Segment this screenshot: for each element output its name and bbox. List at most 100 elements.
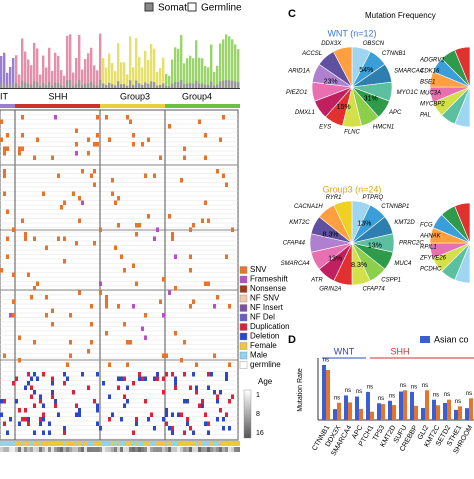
- age-cell: [138, 447, 141, 452]
- top-bar-germline: [15, 83, 18, 88]
- heatmap-cell: [222, 173, 225, 178]
- cnv-cell: [165, 408, 168, 413]
- sex-cell: [210, 441, 213, 446]
- sex-cell: [147, 441, 150, 446]
- top-bar: [78, 34, 81, 88]
- sig-label: ns: [389, 393, 395, 399]
- heatmap-cell: [126, 340, 129, 345]
- age-cell: [123, 447, 126, 452]
- age-cell: [51, 447, 54, 452]
- sex-cell: [120, 441, 123, 446]
- heatmap-cell: [42, 191, 45, 196]
- top-bar-germline: [90, 81, 93, 88]
- cnv-cell: [138, 372, 141, 377]
- cnv-cell: [231, 394, 234, 399]
- heatmap-cell: [105, 331, 108, 336]
- heatmap-cell: [18, 358, 21, 363]
- top-bar-germline: [180, 80, 183, 88]
- sex-cell: [228, 441, 231, 446]
- age-cell: [60, 447, 63, 452]
- cnv-cell: [162, 417, 165, 422]
- heatmap-cell: [195, 362, 198, 367]
- heatmap-cell: [147, 214, 150, 219]
- cnv-cell: [165, 412, 168, 417]
- age-cell: [108, 447, 111, 452]
- sex-cell: [117, 441, 120, 446]
- heatmap-cell: [93, 169, 96, 174]
- heatmap-cell: [198, 119, 201, 124]
- bar: [469, 398, 473, 420]
- age-cell: [93, 447, 96, 452]
- top-bar: [189, 55, 192, 88]
- cnv-cell: [42, 417, 45, 422]
- heatmap-cell: [3, 173, 6, 178]
- age-cell: [177, 447, 180, 452]
- sex-cell: [201, 441, 204, 446]
- heatmap-cell: [153, 173, 156, 178]
- legend-label: NF SNV: [250, 294, 280, 303]
- cnv-cell: [15, 399, 18, 404]
- top-bar: [51, 70, 54, 88]
- age-cell: [135, 447, 138, 452]
- heatmap-cell: [126, 362, 129, 367]
- somatic-swatch: [144, 2, 154, 12]
- top-bar: [171, 59, 174, 88]
- age-label: 1: [256, 392, 260, 399]
- bar: [333, 409, 337, 420]
- sig-label: ns: [334, 395, 340, 401]
- top-bar-germline: [93, 84, 96, 88]
- cnv-cell: [165, 372, 168, 377]
- top-bar-germline: [237, 82, 240, 88]
- age-cell: [114, 447, 117, 452]
- cnv-cell: [6, 430, 9, 435]
- pie-label: PTPRQ: [362, 195, 383, 201]
- pie-label: CTNNBP1: [381, 204, 409, 210]
- top-bar: [138, 56, 141, 88]
- heatmap-cell: [171, 232, 174, 237]
- heatmap-cell: [117, 223, 120, 228]
- age-cell: [9, 447, 12, 452]
- age-cell: [42, 447, 45, 452]
- heatmap-cell: [183, 155, 186, 160]
- top-bar-germline: [66, 80, 69, 88]
- legend-swatch: [239, 275, 248, 284]
- top-bar: [48, 47, 51, 88]
- age-cell: [0, 447, 3, 452]
- age-cell: [21, 447, 24, 452]
- legend-swatch: [239, 323, 248, 331]
- cnv-cell: [207, 430, 210, 435]
- heatmap-cell: [132, 133, 135, 138]
- top-bar-germline: [132, 84, 135, 88]
- sex-cell: [222, 441, 225, 446]
- top-bar: [105, 67, 108, 88]
- top-bar: [180, 35, 183, 88]
- pie-wedge: [454, 46, 471, 88]
- sex-cell: [192, 441, 195, 446]
- top-bar: [222, 39, 225, 88]
- top-bar-germline: [6, 85, 9, 88]
- heatmap-cell: [51, 322, 54, 327]
- top-bar: [39, 74, 42, 88]
- sex-cell: [0, 441, 3, 446]
- heatmap-cell: [78, 218, 81, 223]
- age-cell: [225, 447, 228, 452]
- heatmap-cell: [51, 308, 54, 313]
- sex-cell: [183, 441, 186, 446]
- heatmap-cell: [0, 268, 3, 273]
- bar: [399, 391, 403, 420]
- cnv-cell: [120, 376, 123, 381]
- heatmap-cell: [21, 115, 24, 120]
- heatmap-cell: [99, 227, 102, 232]
- cnv-cell: [30, 376, 33, 381]
- legend-label: NF Del: [250, 313, 275, 322]
- heatmap-cell: [18, 335, 21, 340]
- legend-swatch: [239, 342, 248, 350]
- heatmap-cell: [57, 173, 60, 178]
- heatmap-cell: [111, 191, 114, 196]
- sex-cell: [207, 441, 210, 446]
- age-cell: [162, 447, 165, 452]
- age-cell: [213, 447, 216, 452]
- top-bar-germline: [204, 84, 207, 88]
- age-cell: [216, 447, 219, 452]
- top-bar-germline: [174, 81, 177, 88]
